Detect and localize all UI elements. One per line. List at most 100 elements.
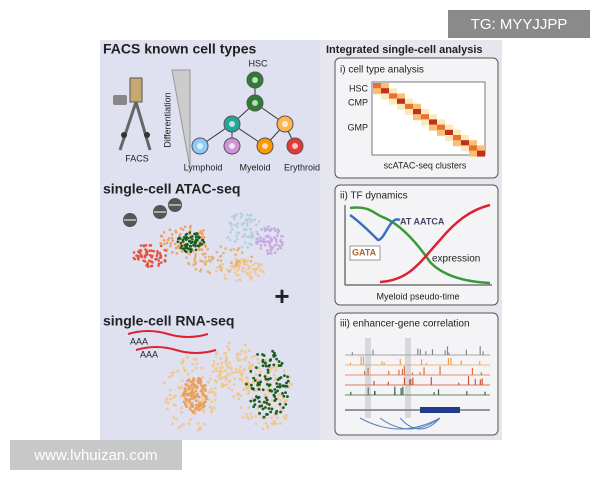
cell-point [279, 410, 282, 414]
cell-point [210, 400, 214, 404]
cell-point [169, 244, 172, 248]
cell-point [249, 278, 253, 281]
cell-point [263, 227, 267, 231]
cell-point [170, 236, 174, 240]
cell-point [226, 236, 229, 239]
cell-point [275, 365, 279, 369]
cell-point [142, 244, 146, 247]
cell-point [220, 382, 224, 386]
footer: www.lvhuizan.com [33, 447, 157, 464]
cell-point [237, 397, 241, 401]
cell-point [235, 225, 239, 229]
cell-point [182, 422, 185, 426]
cell-point [177, 426, 181, 430]
cell-point [250, 363, 254, 366]
cell-point [171, 251, 174, 254]
cell-point [223, 273, 227, 277]
cell-point [267, 364, 271, 368]
cell-point [241, 235, 245, 239]
cell-point [196, 392, 199, 396]
cell-point [265, 227, 269, 231]
cell-point [233, 216, 236, 220]
cell-point [182, 366, 186, 370]
heatmap-cell [453, 135, 461, 141]
cell-point [196, 403, 200, 407]
cell-point [276, 228, 280, 231]
cell-point [202, 235, 206, 239]
cell-point [187, 387, 191, 391]
cell-point [267, 225, 270, 228]
cell-point [233, 223, 237, 227]
cell-point [283, 374, 286, 378]
cell-point [219, 268, 223, 272]
cell-point [235, 234, 238, 237]
cell-point [283, 400, 286, 404]
cell-point [195, 406, 198, 410]
cell-point [138, 249, 141, 253]
cell-point [253, 354, 257, 358]
cell-point [237, 264, 241, 268]
cell-point [254, 261, 257, 265]
cell-point [253, 269, 256, 273]
cell-point [208, 258, 211, 262]
lineage-tree [191, 71, 304, 155]
cell-point [198, 270, 202, 273]
cell-point [269, 377, 272, 380]
expression-curve [379, 203, 491, 284]
cell-point [258, 373, 262, 377]
plus-sign: + [274, 281, 289, 311]
cell-point [255, 267, 259, 271]
cell-point [203, 263, 207, 266]
cell-point [256, 378, 259, 382]
cell-point [265, 401, 269, 405]
cell-point [220, 369, 224, 373]
heatmap-cell [445, 124, 453, 131]
lineage-label: Lymphoid [184, 162, 223, 172]
cell-point [188, 244, 192, 248]
cell-point [249, 383, 253, 387]
cell-point [159, 234, 163, 238]
cell-point [272, 355, 276, 358]
rna-embedding [163, 341, 294, 432]
cell-point [267, 407, 271, 410]
cell-point [193, 258, 196, 262]
cell-point [180, 244, 184, 248]
heatmap-cell [405, 109, 413, 115]
cell-point [224, 361, 228, 365]
cell-point [239, 258, 242, 262]
cell-point [264, 421, 268, 425]
cell-point [241, 222, 244, 226]
heatmap-cell [437, 124, 445, 131]
cell-point [192, 243, 195, 247]
transcript [135, 346, 217, 354]
cell-point [218, 369, 221, 373]
heatmap-cell [397, 93, 405, 100]
panel [334, 312, 499, 436]
cell-point [171, 422, 175, 426]
cell-point [148, 254, 152, 257]
cell-point [273, 395, 277, 398]
facs-label: FACS [125, 153, 149, 163]
nucleus [252, 77, 258, 83]
cell-point [261, 270, 265, 273]
cell-point [234, 253, 237, 256]
cell-point [192, 396, 196, 400]
cell-point [186, 379, 189, 383]
cell-point [176, 240, 180, 244]
cell-point [267, 228, 271, 232]
heatmap-cell [381, 88, 389, 95]
cell-point [273, 388, 277, 391]
cell-point [185, 392, 189, 396]
cell-point [241, 372, 245, 376]
cell-point [150, 264, 154, 268]
cell-point [270, 407, 274, 411]
cell-point [208, 390, 212, 394]
cell-point [254, 272, 257, 275]
cell-point [265, 398, 269, 402]
cell-point [281, 406, 285, 410]
cell-point [189, 405, 193, 408]
cell-point [257, 400, 261, 404]
cell-point [235, 393, 239, 397]
cell-point [200, 233, 204, 236]
